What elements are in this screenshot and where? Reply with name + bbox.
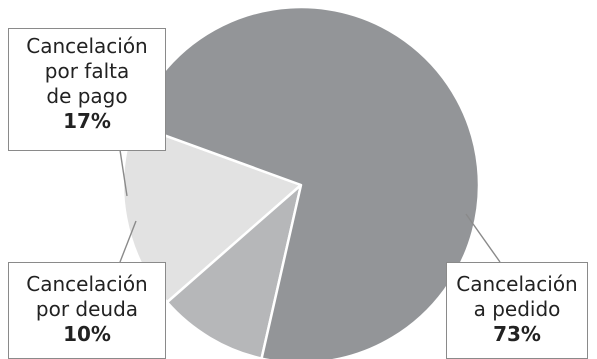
callout-a-pedido: Cancelación a pedido 73% (446, 262, 588, 359)
leader-line-a-pedido (465, 213, 501, 263)
callout-percent: 73% (493, 322, 541, 346)
callout-label-line: por falta (44, 59, 130, 83)
leader-line-deuda (119, 220, 137, 263)
callout-label-line: Cancelación (26, 272, 148, 296)
callout-label-line: por deuda (35, 297, 139, 321)
callout-label-line: a pedido (473, 297, 561, 321)
leader-line-falta-de-pago (119, 149, 128, 197)
callout-label-line: Cancelación (456, 272, 578, 296)
callout-percent: 17% (63, 109, 111, 133)
callout-label-line: Cancelación (26, 34, 148, 58)
callout-percent: 10% (63, 322, 111, 346)
callout-label-line: de pago (46, 84, 128, 108)
pie-slice-deuda (165, 183, 303, 359)
callout-falta-de-pago: Cancelación por falta de pago 17% (8, 28, 166, 151)
callout-deuda: Cancelación por deuda 10% (8, 262, 166, 359)
pie-slice-a-pedido (132, 5, 481, 359)
